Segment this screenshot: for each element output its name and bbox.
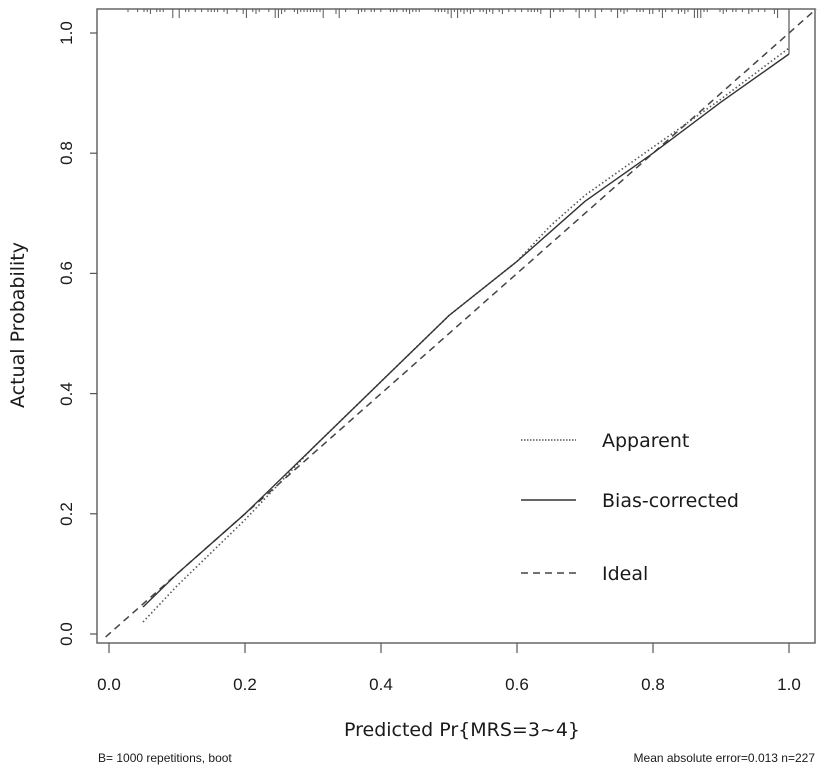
- x-tick-label: 0.6: [505, 675, 529, 694]
- y-axis-title: Actual Probability: [7, 242, 29, 408]
- x-axis-title: Predicted Pr{MRS=3~4}: [344, 719, 580, 741]
- y-tick-labels: 0.0 0.2 0.4 0.6 0.8 1.0: [57, 21, 76, 646]
- legend: Apparent Bias-corrected Ideal: [521, 430, 739, 585]
- footnote-mae: Mean absolute error=0.013 n=227: [634, 751, 816, 765]
- legend-ideal-label: Ideal: [602, 563, 648, 585]
- x-tick-label: 1.0: [777, 675, 801, 694]
- plot-frame: [96, 8, 816, 644]
- legend-bias-corrected-label: Bias-corrected: [602, 490, 739, 512]
- x-tick-label: 0.2: [233, 675, 257, 694]
- x-tick-labels: 0.0 0.2 0.4 0.6 0.8 1.0: [97, 675, 801, 694]
- y-tick-label: 0.6: [57, 261, 76, 285]
- apparent-line: [142, 47, 790, 623]
- x-axis: [108, 643, 790, 653]
- bias-corrected-line: [142, 53, 790, 608]
- rug-ticks: [127, 9, 779, 18]
- y-tick-label: 1.0: [57, 21, 76, 45]
- y-tick-label: 0.8: [57, 141, 76, 165]
- x-tick-label: 0.0: [97, 675, 121, 694]
- y-tick-label: 0.4: [57, 382, 76, 406]
- x-tick-label: 0.4: [369, 675, 393, 694]
- series-group: [105, 8, 817, 638]
- y-tick-label: 0.0: [57, 622, 76, 646]
- footnote-bootstrap: B= 1000 repetitions, boot: [98, 751, 232, 765]
- legend-apparent-label: Apparent: [602, 430, 689, 452]
- y-axis: [90, 32, 97, 635]
- x-tick-label: 0.8: [641, 675, 665, 694]
- y-tick-label: 0.2: [57, 502, 76, 526]
